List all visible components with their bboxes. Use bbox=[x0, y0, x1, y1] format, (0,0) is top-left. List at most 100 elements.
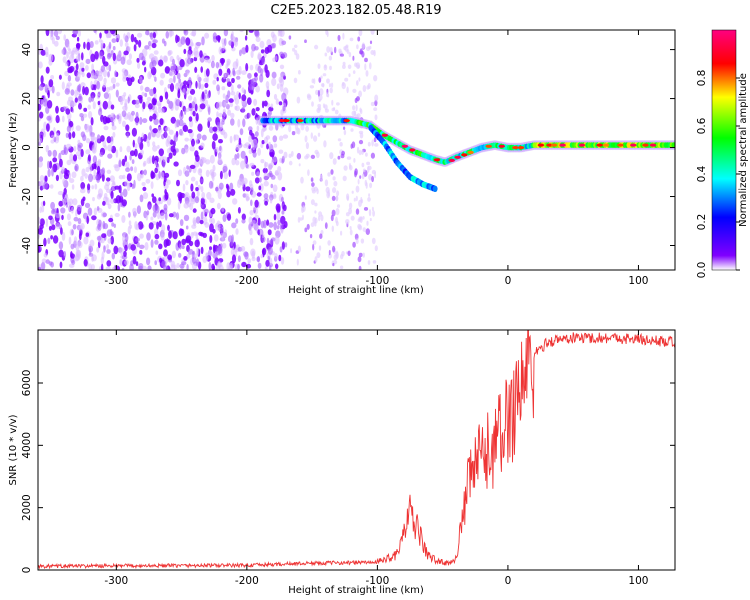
heatmap-cell bbox=[41, 258, 47, 264]
heatmap-cell bbox=[268, 125, 274, 131]
heatmap-cell bbox=[310, 222, 315, 228]
heatmap-cell bbox=[48, 53, 54, 63]
x-tick-label: -300 bbox=[104, 575, 128, 587]
heatmap-cell bbox=[65, 108, 71, 115]
heatmap-cell bbox=[52, 157, 58, 163]
heatmap-cell bbox=[91, 63, 94, 71]
heatmap-cell bbox=[124, 259, 129, 266]
heatmap-cell bbox=[38, 137, 43, 143]
heatmap-cell bbox=[357, 256, 362, 263]
heatmap-cell bbox=[77, 30, 81, 37]
heatmap-cell bbox=[132, 139, 135, 148]
heatmap-cell bbox=[99, 51, 103, 60]
heatmap-cell bbox=[229, 182, 234, 191]
heatmap-cell bbox=[61, 115, 65, 123]
heatmap-cell bbox=[358, 252, 363, 258]
heatmap-cell bbox=[52, 235, 59, 244]
heatmap-cell bbox=[267, 246, 273, 255]
heatmap-cell bbox=[617, 143, 624, 147]
heatmap-cell bbox=[149, 88, 155, 97]
heatmap-cell bbox=[167, 50, 172, 57]
heatmap-cell bbox=[231, 222, 237, 229]
heatmap-cell bbox=[130, 33, 135, 43]
heatmap-cell bbox=[71, 229, 74, 236]
y-tick-label: 2000 bbox=[21, 494, 33, 521]
heatmap-cell bbox=[317, 63, 321, 69]
heatmap-cell bbox=[76, 71, 81, 80]
heatmap-cell bbox=[266, 39, 272, 47]
heatmap-cell bbox=[47, 160, 50, 170]
heatmap-cell bbox=[343, 165, 348, 171]
heatmap-cell bbox=[61, 49, 65, 55]
heatmap-cell bbox=[40, 99, 44, 107]
heatmap-cell bbox=[150, 239, 154, 248]
heatmap-cell bbox=[332, 158, 337, 165]
heatmap-cell bbox=[63, 34, 66, 41]
heatmap-cell bbox=[65, 143, 72, 149]
heatmap-cell bbox=[346, 156, 352, 160]
heatmap-cell bbox=[64, 88, 71, 95]
heatmap-cell bbox=[228, 169, 231, 177]
heatmap-cell bbox=[67, 69, 73, 74]
heatmap-cell bbox=[121, 110, 127, 118]
heatmap-cell bbox=[50, 201, 55, 210]
heatmap-cell bbox=[152, 128, 158, 134]
heatmap-cell bbox=[75, 63, 79, 71]
heatmap-cell bbox=[58, 249, 64, 258]
heatmap-cell bbox=[61, 106, 67, 111]
heatmap-cell bbox=[72, 154, 78, 162]
heatmap-cell bbox=[157, 144, 160, 149]
heatmap-cell bbox=[401, 144, 409, 148]
heatmap-cell bbox=[186, 264, 189, 270]
heatmap-cell bbox=[128, 211, 131, 218]
heatmap-cell bbox=[185, 180, 189, 186]
heatmap-cell bbox=[105, 188, 111, 193]
heatmap-cell bbox=[196, 133, 202, 140]
heatmap-cell bbox=[120, 191, 123, 198]
heatmap-cell bbox=[100, 39, 104, 48]
heatmap-cell bbox=[226, 190, 231, 198]
heatmap-cell bbox=[126, 132, 129, 138]
heatmap-cell bbox=[58, 74, 62, 80]
heatmap-cell bbox=[310, 199, 315, 206]
heatmap-cell bbox=[44, 175, 48, 183]
heatmap-cell bbox=[73, 216, 79, 222]
heatmap-cell bbox=[578, 143, 586, 147]
heatmap-cell bbox=[157, 126, 163, 134]
heatmap-cell bbox=[123, 50, 129, 56]
heatmap-cell bbox=[332, 245, 336, 253]
heatmap-cell bbox=[326, 92, 329, 97]
heatmap-cell bbox=[209, 235, 213, 243]
heatmap-cell bbox=[312, 240, 317, 245]
heatmap-cell bbox=[281, 186, 286, 192]
heatmap-cell bbox=[267, 163, 272, 171]
heatmap-cell bbox=[65, 132, 69, 138]
heatmap-cell bbox=[168, 100, 174, 109]
heatmap-cell bbox=[115, 89, 119, 98]
heatmap-cell bbox=[306, 223, 310, 230]
heatmap-cell bbox=[99, 107, 102, 112]
heatmap-cell bbox=[60, 207, 66, 214]
heatmap-cell bbox=[324, 179, 329, 187]
heatmap-cell bbox=[252, 219, 256, 225]
heatmap-cell bbox=[290, 248, 293, 254]
heatmap-cell bbox=[367, 166, 370, 173]
heatmap-cell bbox=[73, 30, 79, 36]
heatmap-cell bbox=[152, 204, 157, 213]
heatmap-cell bbox=[211, 173, 215, 182]
heatmap-cell bbox=[312, 216, 317, 224]
heatmap-cell bbox=[120, 56, 126, 65]
heatmap-cell bbox=[226, 78, 231, 83]
heatmap-cell bbox=[140, 149, 144, 156]
heatmap-cell bbox=[63, 172, 69, 180]
heatmap-cell bbox=[322, 83, 325, 88]
heatmap-cell bbox=[311, 182, 315, 188]
heatmap-cell bbox=[136, 205, 141, 215]
heatmap-cell bbox=[89, 41, 94, 48]
heatmap-cell bbox=[38, 160, 43, 168]
heatmap-cell bbox=[206, 191, 212, 200]
heatmap-cell bbox=[124, 42, 129, 48]
heatmap-cell bbox=[38, 263, 42, 270]
heatmap-cell bbox=[359, 107, 362, 113]
heatmap-cell bbox=[215, 147, 220, 153]
